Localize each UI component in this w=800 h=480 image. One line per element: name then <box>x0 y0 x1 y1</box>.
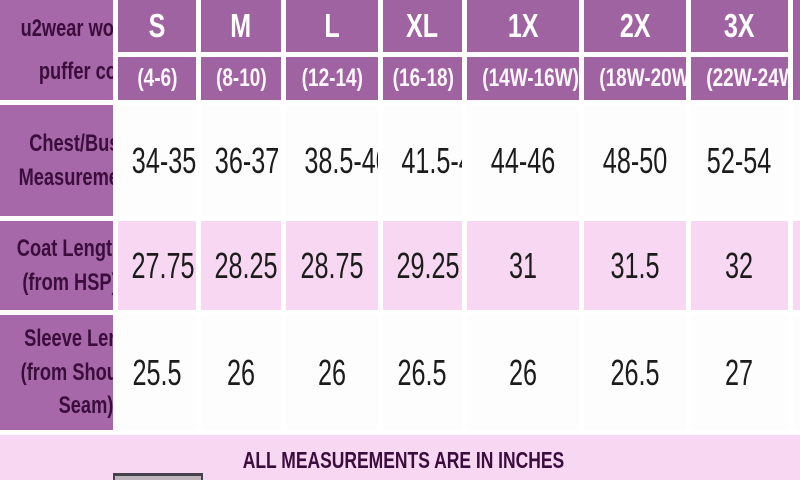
range-label: (8-10) <box>215 63 267 92</box>
value-cell: 48-50 <box>584 105 686 216</box>
value: 27.75 <box>131 245 195 286</box>
value-cell: 27.75 <box>118 221 196 310</box>
value: 31 <box>508 245 538 286</box>
range-label: (16-18) <box>392 63 454 92</box>
range-cell: (12-14) <box>286 57 378 100</box>
product-title: u2wear women puffer coat <box>20 14 113 85</box>
range-cell: (16-18) <box>383 57 462 100</box>
range-cell: (18W-20W) <box>584 57 686 100</box>
sleeve-length-row: Sleeve Length (from Shoulder Seam) 25.5 … <box>0 315 800 430</box>
value-cell: 31.5 <box>584 221 686 310</box>
range-label: (14W-16W) <box>482 63 579 92</box>
range-label: (22W-24W) <box>706 63 788 92</box>
size-cell: M <box>201 0 281 52</box>
cutoff-cell <box>793 221 800 310</box>
size-label: L <box>324 7 340 45</box>
value-cell: 29.25 <box>383 221 462 310</box>
value-cell: 38.5-40 <box>286 105 378 216</box>
value-cell: 36-37 <box>201 105 281 216</box>
value: 26.5 <box>610 352 660 393</box>
cutoff-header-cell <box>793 0 800 100</box>
value: 38.5-40 <box>304 140 378 181</box>
footer-row: ALL MEASUREMENTS ARE IN INCHES <box>0 435 800 480</box>
value: 26 <box>317 352 347 393</box>
value-cell: 28.75 <box>286 221 378 310</box>
value: 26 <box>226 352 256 393</box>
value: 26 <box>508 352 538 393</box>
size-label: 2X <box>619 7 651 45</box>
coat-length-row: Coat Length (from HSP) 27.75 28.25 28.75… <box>0 221 800 310</box>
value: 28.25 <box>214 245 278 286</box>
footer-note: ALL MEASUREMENTS ARE IN INCHES <box>242 446 565 473</box>
value-cell: 52-54 <box>691 105 788 216</box>
value: 25.5 <box>132 352 182 393</box>
size-cell: 1X <box>467 0 579 52</box>
footer-note-cell: ALL MEASUREMENTS ARE IN INCHES <box>0 435 800 480</box>
header-size-row: u2wear women puffer coat S M L XL 1X 2X … <box>0 0 800 100</box>
size-label: 1X <box>507 7 539 45</box>
value-cell: 26.5 <box>383 315 462 430</box>
value: 44-46 <box>490 140 556 181</box>
row-label-cell: Chest/Bust Measurement <box>0 105 113 216</box>
value: 48-50 <box>602 140 668 181</box>
range-cell: (22W-24W) <box>691 57 788 100</box>
row-label: Sleeve Length (from Shoulder Seam) <box>20 325 113 420</box>
range-cell: (14W-16W) <box>467 57 579 100</box>
cutoff-cell <box>793 315 800 430</box>
size-label: S <box>148 7 166 45</box>
value: 36-37 <box>214 140 280 181</box>
value: 31.5 <box>610 245 660 286</box>
value: 27 <box>725 352 754 393</box>
size-cell: 3X <box>691 0 788 52</box>
value-cell: 41.5-43 <box>383 105 462 216</box>
value: 41.5-43 <box>401 140 462 181</box>
row-label: Coat Length (from HSP) <box>16 234 113 296</box>
size-label: XL <box>406 7 439 45</box>
row-label: Chest/Bust Measurement <box>18 129 113 191</box>
range-cell: (4-6) <box>118 57 196 100</box>
value: 34-35 <box>131 140 196 181</box>
size-label: 3X <box>724 7 755 45</box>
product-title-cell: u2wear women puffer coat <box>0 0 113 100</box>
value: 29.25 <box>396 245 460 286</box>
value-cell: 26 <box>201 315 281 430</box>
value: 28.75 <box>300 245 364 286</box>
size-cell: L <box>286 0 378 52</box>
range-label: (4-6) <box>136 63 178 92</box>
size-label: M <box>230 7 252 45</box>
range-label: (12-14) <box>301 63 363 92</box>
range-cell: (8-10) <box>201 57 281 100</box>
row-label-cell: Coat Length (from HSP) <box>0 221 113 310</box>
value-cell: 26 <box>286 315 378 430</box>
size-cell: XL <box>383 0 462 52</box>
size-cell: 2X <box>584 0 686 52</box>
size-cell: S <box>118 0 196 52</box>
value-cell: 31 <box>467 221 579 310</box>
value-cell: 28.25 <box>201 221 281 310</box>
row-label-cell: Sleeve Length (from Shoulder Seam) <box>0 315 113 430</box>
value: 52-54 <box>707 140 772 181</box>
value-cell: 32 <box>691 221 788 310</box>
value-cell: 26.5 <box>584 315 686 430</box>
value-cell: 27 <box>691 315 788 430</box>
value-cell: 44-46 <box>467 105 579 216</box>
value-cell: 25.5 <box>118 315 196 430</box>
range-label: (18W-20W) <box>599 63 686 92</box>
cutoff-next-table-edge <box>113 473 203 480</box>
value-cell: 26 <box>467 315 579 430</box>
cutoff-cell <box>793 105 800 216</box>
chest-row: Chest/Bust Measurement 34-35 36-37 38.5-… <box>0 105 800 216</box>
header-range-row: (4-6) (8-10) (12-14) (16-18) (14W-16W) (… <box>0 57 800 100</box>
value: 32 <box>725 245 754 286</box>
value-cell: 34-35 <box>118 105 196 216</box>
value: 26.5 <box>397 352 448 393</box>
